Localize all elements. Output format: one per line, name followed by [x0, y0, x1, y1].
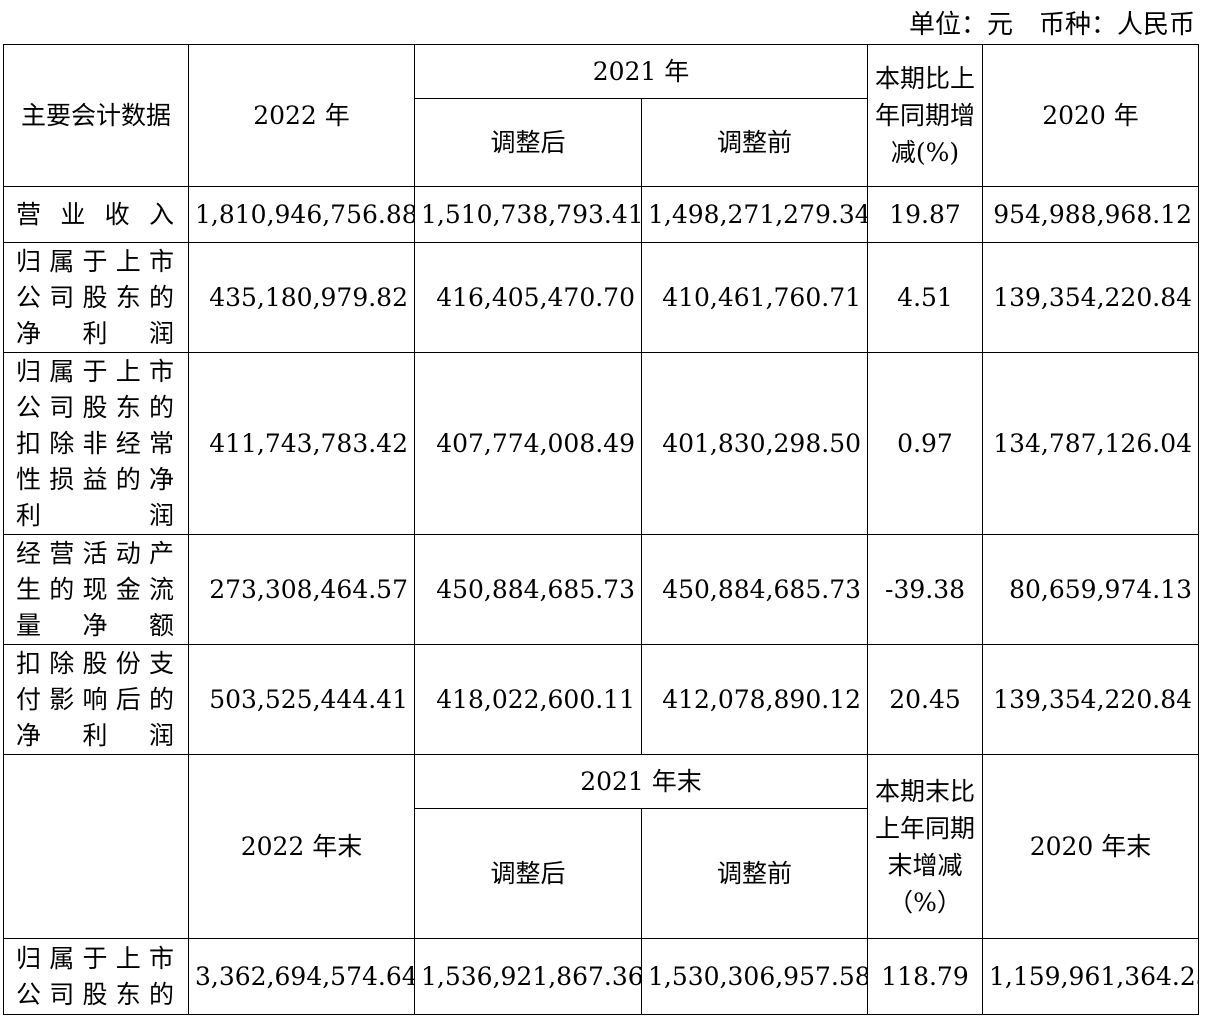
unit-currency-note: 单位：元 币种：人民币: [908, 10, 1195, 40]
cell-2020: 134,787,126.04: [982, 352, 1200, 535]
header-before-adjustment: 调整前: [640, 98, 869, 187]
cell-2021-end-before: 1,530,306,957.58: [640, 938, 869, 1015]
cell-2022: 273,308,464.57: [188, 534, 415, 645]
header-year-2022: 2022 年: [188, 44, 415, 187]
header2-adjusted: 调整后: [414, 808, 642, 939]
cell-2021-before: 412,078,890.12: [640, 644, 869, 755]
cell-2020: 139,354,220.84: [982, 644, 1200, 755]
header-year-2020-end: 2020 年末: [982, 754, 1200, 939]
table-row: 归属于上市公司股东的扣除非经常性损益的净利润 411,743,783.42 40…: [3, 352, 1200, 535]
cell-2020: 80,659,974.13: [982, 534, 1200, 645]
cell-2021-adjusted: 450,884,685.73: [414, 534, 642, 645]
cell-2022: 503,525,444.41: [188, 644, 415, 755]
cell-2020: 954,988,968.12: [982, 186, 1200, 243]
cell-2022: 411,743,783.42: [188, 352, 415, 535]
row-label: 归属于上市公司股东的扣除非经常性损益的净利润: [3, 352, 189, 535]
table-row: 经营活动产生的现金流量净额 273,308,464.57 450,884,685…: [3, 534, 1200, 645]
header2-before-adjustment: 调整前: [640, 808, 869, 939]
cell-2021-end-adjusted: 1,536,921,867.36: [414, 938, 642, 1015]
cell-2021-adjusted: 1,510,738,793.41: [414, 186, 642, 243]
header-year-2021-end: 2021 年末: [413, 754, 869, 809]
cell-change: -39.38: [867, 534, 984, 645]
header2-item: [3, 754, 189, 939]
row-label: 归属于上市公司股东的净利润: [3, 242, 189, 353]
cell-change: 0.97: [867, 352, 984, 535]
row-label: 营业收入: [3, 186, 189, 243]
cell-change: 4.51: [867, 242, 984, 353]
cell-2021-before: 1,498,271,279.34: [640, 186, 869, 243]
header-adjusted: 调整后: [414, 98, 642, 187]
header-year-2021: 2021 年: [413, 44, 869, 99]
table-row: 扣除股份支付影响后的净利润 503,525,444.41 418,022,600…: [3, 644, 1200, 755]
header-year-2020: 2020 年: [982, 44, 1200, 187]
table-row: 归属于上市公司股东的净利润 435,180,979.82 416,405,470…: [3, 242, 1200, 353]
row-label: 经营活动产生的现金流量净额: [3, 534, 189, 645]
row-label: 归属于上市公司股东的: [3, 938, 189, 1015]
cell-2022: 1,810,946,756.88: [188, 186, 415, 243]
cell-2021-before: 410,461,760.71: [640, 242, 869, 353]
cell-2020-end: 1,159,961,364.23: [982, 938, 1200, 1015]
cell-2021-before: 450,884,685.73: [640, 534, 869, 645]
header-item: 主要会计数据: [3, 44, 189, 187]
cell-2021-adjusted: 418,022,600.11: [414, 644, 642, 755]
cell-change-end: 118.79: [867, 938, 984, 1015]
header2-change: 本期末比上年同期末增减（%）: [867, 754, 984, 939]
table-row: 营业收入 1,810,946,756.88 1,510,738,793.41 1…: [3, 186, 1200, 243]
row-label: 扣除股份支付影响后的净利润: [3, 644, 189, 755]
header-change: 本期比上年同期增减(%): [867, 44, 984, 187]
table-row: 归属于上市公司股东的 3,362,694,574.64 1,536,921,86…: [3, 938, 1200, 1015]
cell-2021-before: 401,830,298.50: [640, 352, 869, 535]
cell-2022: 435,180,979.82: [188, 242, 415, 353]
cell-change: 19.87: [867, 186, 984, 243]
cell-change: 20.45: [867, 644, 984, 755]
cell-2022-end: 3,362,694,574.64: [188, 938, 415, 1015]
header-year-2022-end: 2022 年末: [188, 754, 415, 939]
cell-2021-adjusted: 416,405,470.70: [414, 242, 642, 353]
cell-2020: 139,354,220.84: [982, 242, 1200, 353]
cell-2021-adjusted: 407,774,008.49: [414, 352, 642, 535]
key-accounting-data-table: 主要会计数据 2022 年 2021 年 本期比上年同期增减(%) 2020 年…: [3, 44, 1200, 1015]
